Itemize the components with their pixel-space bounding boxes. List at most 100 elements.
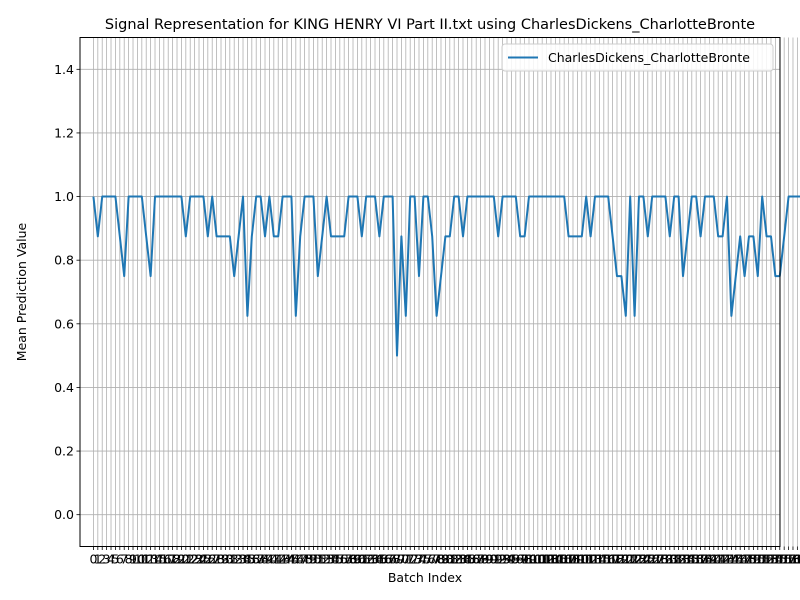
x-tick-label: 95 bbox=[503, 552, 519, 567]
x-tick-label: 53 bbox=[319, 552, 335, 567]
x-tick-label: 156 bbox=[768, 552, 792, 567]
y-axis-label: Mean Prediction Value bbox=[14, 222, 29, 361]
x-tick-label: 10 bbox=[129, 552, 145, 567]
x-tick-label: 160 bbox=[785, 552, 800, 567]
y-tick-label: 0.0 bbox=[54, 507, 74, 522]
y-tick-label: 0.6 bbox=[54, 316, 74, 331]
x-tick-label: 64 bbox=[367, 552, 383, 567]
y-axis-ticks: 0.0 0.2 0.4 0.6 0.8 1.0 1.2 1.4 bbox=[54, 62, 80, 522]
x-tick-label: 18 bbox=[165, 552, 181, 567]
x-tick-label: 159 bbox=[781, 552, 800, 567]
x-tick-label: 117 bbox=[596, 552, 620, 567]
x-tick-label: 19 bbox=[169, 552, 185, 567]
x-tick-label: 47 bbox=[292, 552, 308, 567]
x-tick-label: 2 bbox=[98, 552, 106, 567]
x-tick-label: 139 bbox=[693, 552, 717, 567]
y-tick-label: 0.4 bbox=[54, 380, 74, 395]
x-tick-label: 149 bbox=[737, 552, 761, 567]
x-tick-label: 146 bbox=[724, 552, 748, 567]
x-axis-ticks: 0123456789101112131415161718192021222324… bbox=[89, 546, 800, 567]
x-tick-label: 7 bbox=[120, 552, 128, 567]
x-tick-label: 76 bbox=[420, 552, 436, 567]
x-tick-label: 84 bbox=[455, 552, 471, 567]
x-tick-label: 128 bbox=[645, 552, 669, 567]
x-tick-label: 133 bbox=[667, 552, 691, 567]
x-tick-label: 144 bbox=[715, 552, 739, 567]
x-tick-label: 55 bbox=[327, 552, 343, 567]
x-tick-label: 17 bbox=[160, 552, 176, 567]
x-tick-label: 107 bbox=[552, 552, 576, 567]
x-tick-label: 101 bbox=[526, 552, 550, 567]
x-tick-label: 108 bbox=[557, 552, 581, 567]
x-tick-label: 115 bbox=[587, 552, 611, 567]
x-tick-label: 141 bbox=[702, 552, 726, 567]
x-tick-label: 104 bbox=[539, 552, 563, 567]
x-tick-label: 79 bbox=[433, 552, 449, 567]
x-tick-label: 138 bbox=[689, 552, 713, 567]
x-tick-label: 142 bbox=[706, 552, 730, 567]
x-tick-label: 110 bbox=[565, 552, 589, 567]
x-tick-label: 56 bbox=[332, 552, 348, 567]
x-tick-label: 102 bbox=[530, 552, 554, 567]
chart-title: Signal Representation for KING HENRY VI … bbox=[105, 17, 755, 33]
x-tick-label: 99 bbox=[521, 552, 537, 567]
x-tick-label: 147 bbox=[728, 552, 752, 567]
x-tick-label: 43 bbox=[275, 552, 291, 567]
x-tick-label: 83 bbox=[451, 552, 467, 567]
x-tick-label: 24 bbox=[191, 552, 207, 567]
x-tick-label: 27 bbox=[204, 552, 220, 567]
x-tick-label: 16 bbox=[156, 552, 172, 567]
x-tick-label: 137 bbox=[684, 552, 708, 567]
y-tick-label: 1.2 bbox=[54, 125, 74, 140]
x-tick-label: 66 bbox=[376, 552, 392, 567]
x-tick-label: 29 bbox=[213, 552, 229, 567]
x-tick-label: 12 bbox=[138, 552, 154, 567]
x-tick-label: 34 bbox=[235, 552, 251, 567]
x-tick-label: 85 bbox=[459, 552, 475, 567]
x-tick-label: 41 bbox=[266, 552, 282, 567]
x-tick-label: 39 bbox=[257, 552, 273, 567]
x-tick-label: 8 bbox=[125, 552, 133, 567]
x-tick-label: 127 bbox=[640, 552, 664, 567]
x-tick-label: 111 bbox=[570, 552, 594, 567]
x-tick-label: 123 bbox=[623, 552, 647, 567]
x-tick-label: 70 bbox=[393, 552, 409, 567]
x-tick-label: 48 bbox=[297, 552, 313, 567]
x-tick-label: 98 bbox=[517, 552, 533, 567]
x-tick-label: 131 bbox=[658, 552, 682, 567]
x-tick-label: 5 bbox=[111, 552, 119, 567]
x-tick-label: 90 bbox=[481, 552, 497, 567]
x-tick-label: 35 bbox=[239, 552, 255, 567]
x-tick-label: 114 bbox=[583, 552, 607, 567]
x-axis-label: Batch Index bbox=[388, 570, 462, 585]
x-tick-label: 100 bbox=[521, 552, 545, 567]
x-tick-label: 158 bbox=[777, 552, 800, 567]
x-tick-label: 148 bbox=[733, 552, 757, 567]
x-tick-label: 71 bbox=[398, 552, 414, 567]
x-tick-label: 13 bbox=[143, 552, 159, 567]
legend-box bbox=[501, 43, 774, 72]
x-tick-label: 59 bbox=[345, 552, 361, 567]
x-tick-label: 52 bbox=[314, 552, 330, 567]
x-tick-label: 54 bbox=[323, 552, 339, 567]
x-tick-label: 0 bbox=[89, 552, 97, 567]
x-tick-label: 4 bbox=[107, 552, 115, 567]
y-tick-label: 0.2 bbox=[54, 444, 74, 459]
x-tick-label: 28 bbox=[209, 552, 225, 567]
x-tick-label: 51 bbox=[310, 552, 326, 567]
x-tick-label: 50 bbox=[305, 552, 321, 567]
x-tick-label: 103 bbox=[535, 552, 559, 567]
x-tick-label: 58 bbox=[341, 552, 357, 567]
x-tick-label: 163 bbox=[799, 552, 800, 567]
x-tick-label: 80 bbox=[437, 552, 453, 567]
x-tick-label: 93 bbox=[495, 552, 511, 567]
x-tick-label: 162 bbox=[794, 552, 800, 567]
x-tick-label: 25 bbox=[195, 552, 211, 567]
x-tick-label: 20 bbox=[173, 552, 189, 567]
x-tick-label: 96 bbox=[508, 552, 524, 567]
x-tick-label: 82 bbox=[446, 552, 462, 567]
x-tick-label: 49 bbox=[301, 552, 317, 567]
x-tick-label: 31 bbox=[222, 552, 238, 567]
series-layer bbox=[92, 195, 800, 357]
